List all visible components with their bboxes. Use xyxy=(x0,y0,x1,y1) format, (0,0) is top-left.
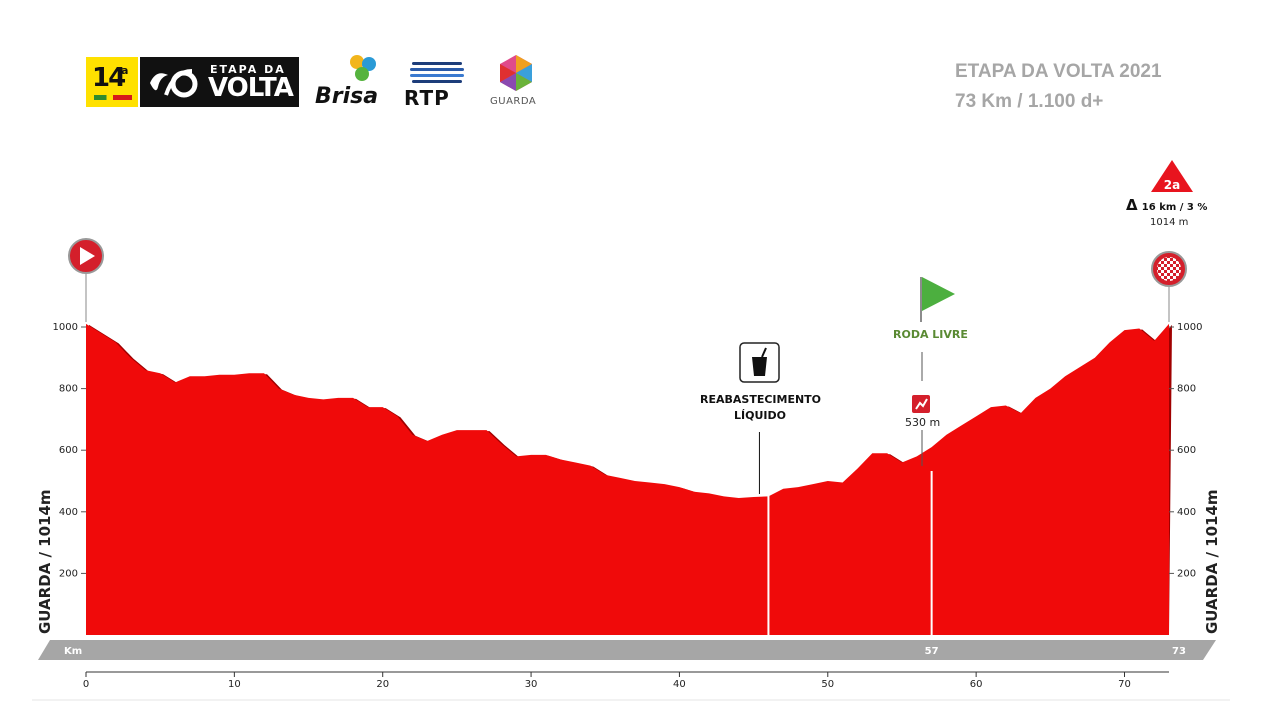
sponsor-rtp: RTP xyxy=(404,86,450,110)
drink-straw-glyph xyxy=(761,347,767,358)
climb-info: Δ 16 km / 3 % xyxy=(1126,196,1207,214)
climb-altitude: 1014 m xyxy=(1150,217,1189,228)
logo-line2: VOLTA xyxy=(208,73,294,103)
etapa-da-volta-logo: ETAPA DA VOLTA xyxy=(140,57,299,107)
sponsor-brisa: Brisa xyxy=(315,84,379,109)
y-tick-label-right: 800 xyxy=(1177,384,1196,395)
feed-zone-label-line2: LÍQUIDO xyxy=(734,409,786,422)
x-tick-label: 10 xyxy=(228,679,241,690)
x-tick-label: 30 xyxy=(525,679,538,690)
right-axis-label: GUARDA / 1014m xyxy=(1203,489,1221,634)
x-tick-label: 60 xyxy=(970,679,983,690)
sponsor-guarda: GUARDA xyxy=(490,96,537,107)
y-tick-label-left: 200 xyxy=(59,568,78,579)
elevation-profile-area xyxy=(86,323,1169,635)
feed-zone-label: REABASTECIMENTO LÍQUIDO xyxy=(700,392,822,424)
stage-number-suffix: a xyxy=(121,64,129,77)
portugal-flag-icon xyxy=(94,95,132,100)
green-flag-icon xyxy=(922,277,955,311)
bike-logo-icon xyxy=(150,69,198,98)
y-tick-label-left: 600 xyxy=(59,445,78,456)
stage-title: ETAPA DA VOLTA 2021 73 Km / 1.100 d+ xyxy=(955,57,1162,117)
logo-line1: ETAPA DA xyxy=(210,63,286,76)
climb-length-gradient: 16 km / 3 % xyxy=(1141,202,1208,213)
y-tick-label-right: 600 xyxy=(1177,445,1196,456)
km-bar-mark-73: 73 xyxy=(1172,646,1186,657)
y-tick-label-right: 400 xyxy=(1177,507,1196,518)
climb-sign-glyph xyxy=(915,398,928,410)
stage-title-line1: ETAPA DA VOLTA 2021 xyxy=(955,61,1162,82)
x-tick-label: 70 xyxy=(1118,679,1131,690)
climb-sign-altitude: 530 m xyxy=(905,416,941,429)
x-tick-label: 0 xyxy=(83,679,89,690)
km-bar-label: Km xyxy=(64,646,82,657)
km-bar-mark-57: 57 xyxy=(925,646,939,657)
guarda-logo-icon xyxy=(500,55,532,91)
stage-title-line2: 73 Km / 1.100 d+ xyxy=(955,91,1104,112)
y-tick-label-right: 200 xyxy=(1177,568,1196,579)
delta-symbol: Δ xyxy=(1126,196,1138,214)
stage-number: 14 xyxy=(92,63,126,93)
km-bar xyxy=(38,640,1216,660)
stage-number-badge: 14 a xyxy=(86,57,138,107)
y-tick-label-right: 1000 xyxy=(1177,322,1202,333)
feed-zone-label-line1: REABASTECIMENTO xyxy=(700,393,822,406)
x-tick-label: 50 xyxy=(821,679,834,690)
drink-cup-glyph xyxy=(752,357,767,376)
x-tick-label: 40 xyxy=(673,679,686,690)
finish-checkered-icon xyxy=(1157,257,1181,281)
y-tick-label-left: 1000 xyxy=(53,322,78,333)
left-axis-label: GUARDA / 1014m xyxy=(36,489,54,634)
y-tick-label-left: 400 xyxy=(59,507,78,518)
start-arrow-glyph xyxy=(80,247,95,265)
climb-category-label: 2a xyxy=(1164,178,1180,192)
x-tick-label: 20 xyxy=(376,679,389,690)
y-tick-label-left: 800 xyxy=(59,384,78,395)
rtp-logo-icon xyxy=(410,62,464,83)
roda-livre-label: RODA LIVRE xyxy=(893,328,968,341)
climb-category-icon xyxy=(1151,160,1193,192)
brisa-logo-icon xyxy=(350,55,376,81)
